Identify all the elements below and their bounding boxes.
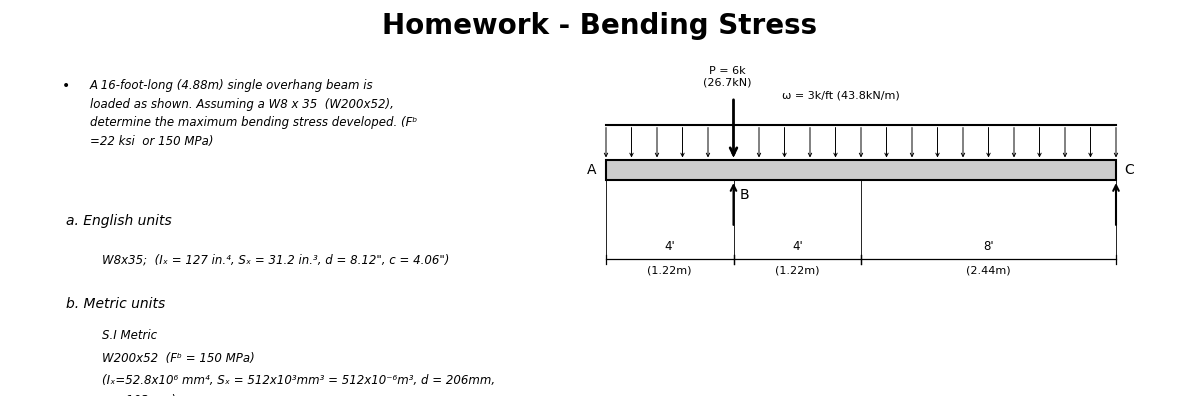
Text: 8': 8' [983, 240, 994, 253]
Text: b. Metric units: b. Metric units [66, 297, 166, 311]
Text: C: C [1124, 163, 1134, 177]
Text: A 16-foot-long (4.88m) single overhang beam is
loaded as shown. Assuming a W8 x : A 16-foot-long (4.88m) single overhang b… [90, 79, 418, 148]
Text: a. English units: a. English units [66, 214, 172, 228]
Text: W200x52  (Fᵇ = 150 MPa): W200x52 (Fᵇ = 150 MPa) [102, 352, 254, 366]
Bar [606, 160, 1116, 180]
Text: (Iₓ=52.8x10⁶ mm⁴, Sₓ = 512x10³mm³ = 512x10⁻⁶m³, d = 206mm,: (Iₓ=52.8x10⁶ mm⁴, Sₓ = 512x10³mm³ = 512x… [102, 374, 496, 387]
Text: S.I Metric: S.I Metric [102, 329, 157, 342]
Text: W8x35;  (Iₓ = 127 in.⁴, Sₓ = 31.2 in.³, d = 8.12", c = 4.06"): W8x35; (Iₓ = 127 in.⁴, Sₓ = 31.2 in.³, d… [102, 253, 449, 267]
Text: Homework - Bending Stress: Homework - Bending Stress [383, 12, 817, 40]
Text: •: • [62, 79, 70, 93]
Text: c = 103mm): c = 103mm) [102, 394, 176, 396]
Text: P = 6k
(26.7kN): P = 6k (26.7kN) [703, 65, 751, 87]
Text: (1.22m): (1.22m) [648, 265, 692, 275]
Text: ω = 3k/ft (43.8kN/m): ω = 3k/ft (43.8kN/m) [781, 91, 899, 101]
Text: 4': 4' [665, 240, 676, 253]
Text: (1.22m): (1.22m) [775, 265, 820, 275]
Text: 4': 4' [792, 240, 803, 253]
Text: A: A [587, 163, 596, 177]
Text: B: B [739, 188, 749, 202]
Text: (2.44m): (2.44m) [966, 265, 1010, 275]
